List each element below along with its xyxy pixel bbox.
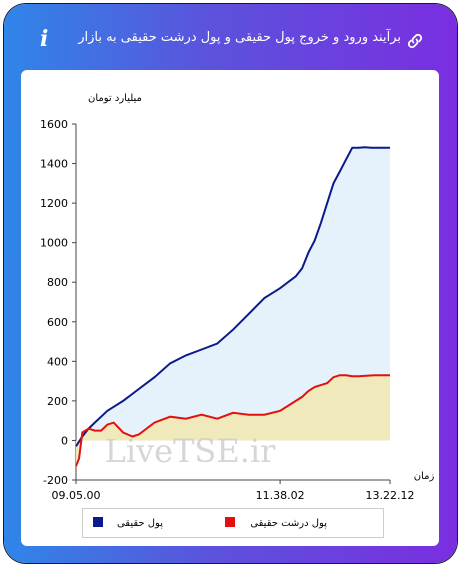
y-tick-label: 1000 [40, 237, 68, 250]
y-tick-label: 1400 [40, 158, 68, 171]
legend-item-real-money[interactable]: پول حقیقی [117, 518, 163, 529]
y-tick-label: 600 [47, 316, 68, 329]
big-money-area [76, 375, 390, 467]
big-money-line [75, 374, 390, 467]
y-tick-label: 400 [47, 355, 68, 368]
legend-swatch-real-money [93, 517, 103, 527]
info-icon[interactable]: i [40, 26, 49, 52]
y-tick-label: 1600 [40, 118, 68, 131]
y-axis-label: میلیارد تومان [88, 93, 142, 104]
y-axis: -200 0 200 400 600 800 1000 1200 1400 1600 [40, 118, 76, 487]
watermark: LiveTSE.ir [105, 432, 277, 470]
real-money-line [75, 146, 390, 447]
y-tick-label: 0 [61, 434, 68, 447]
real-money-area [76, 147, 390, 447]
x-tick-label: 13.22.12 [366, 489, 415, 502]
y-tick-label: -200 [43, 474, 68, 487]
y-tick-label: 200 [47, 395, 68, 408]
x-axis: 09.05.00 11.38.02 13.22.12 [52, 480, 415, 502]
legend-item-big-money[interactable]: پول درشت حقیقی [250, 518, 327, 529]
y-tick-label: 800 [47, 276, 68, 289]
link-icon[interactable] [406, 32, 424, 50]
x-axis-label: زمان [414, 471, 435, 482]
x-tick-label: 11.38.02 [256, 489, 305, 502]
chart-title: برآیند ورود و خروج پول حقیقی و پول درشت … [78, 30, 401, 45]
y-tick-label: 1200 [40, 197, 68, 210]
legend-swatch-big-money [225, 517, 235, 527]
x-tick-label: 09.05.00 [52, 489, 101, 502]
legend: پول حقیقی پول درشت حقیقی [82, 508, 384, 538]
